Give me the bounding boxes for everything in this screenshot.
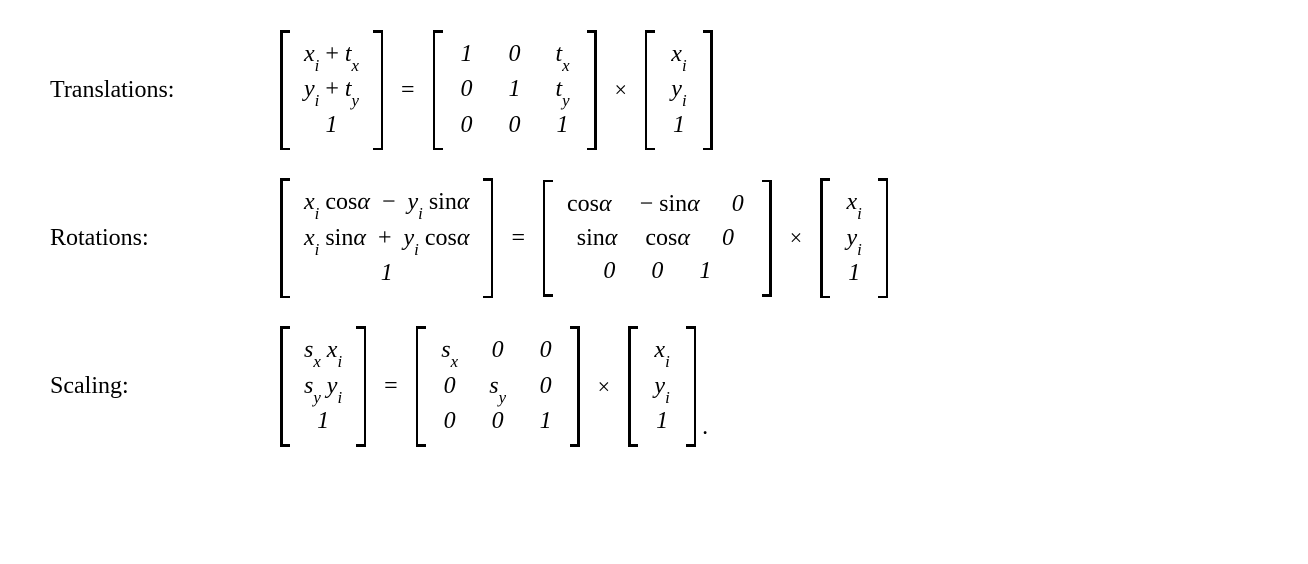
scaling-row: Scaling: sx xi sy yi 1 = sx 0 0 0 bbox=[50, 326, 1258, 446]
cell: yi bbox=[669, 73, 689, 108]
cell: 0 bbox=[457, 109, 477, 143]
cell: ty bbox=[553, 73, 573, 108]
cell: yi bbox=[844, 222, 864, 257]
equals-sign: = bbox=[397, 77, 419, 104]
cell: 1 bbox=[652, 405, 672, 439]
cell: − sinα bbox=[640, 188, 700, 222]
translations-lhs-vector: xi + tx yi + ty 1 bbox=[280, 30, 383, 150]
cell: xi bbox=[844, 186, 864, 221]
cell: cosα bbox=[567, 188, 612, 222]
cell: cosα bbox=[645, 222, 690, 256]
cell: 1 bbox=[695, 255, 715, 289]
equals-sign: = bbox=[507, 225, 529, 252]
cell: yi bbox=[652, 370, 672, 405]
cell: 1 bbox=[536, 405, 556, 439]
cell: 1 bbox=[844, 257, 864, 291]
cell: sy bbox=[488, 370, 508, 405]
cell: xi + tx bbox=[304, 38, 359, 73]
translations-rhs-vector: xi yi 1 bbox=[645, 30, 713, 150]
trailing-period: . bbox=[702, 414, 708, 441]
cell: tx bbox=[553, 38, 573, 73]
cell: 0 bbox=[728, 188, 748, 222]
rotations-lhs-vector: xi cosα − yi sinα xi sinα + yi cosα 1 bbox=[280, 178, 493, 298]
times-sign: × bbox=[611, 77, 631, 103]
translations-equation: xi + tx yi + ty 1 = 1 0 tx bbox=[280, 30, 713, 150]
scaling-label: Scaling: bbox=[50, 373, 280, 400]
cell: 1 bbox=[669, 109, 689, 143]
cell: 0 bbox=[536, 334, 556, 369]
cell: 0 bbox=[440, 370, 460, 405]
translations-label: Translations: bbox=[50, 77, 280, 104]
times-sign: × bbox=[594, 374, 614, 400]
rotations-rhs-vector: xi yi 1 bbox=[820, 178, 888, 298]
cell: 1 bbox=[377, 257, 397, 291]
cell: sx bbox=[440, 334, 460, 369]
cell: xi bbox=[652, 334, 672, 369]
rotations-row: Rotations: xi cosα − yi sinα xi sinα + y… bbox=[50, 178, 1258, 298]
cell: 1 bbox=[322, 109, 342, 143]
cell: 1 bbox=[457, 38, 477, 73]
cell: 0 bbox=[488, 334, 508, 369]
scaling-equation: sx xi sy yi 1 = sx 0 0 0 sy 0 bbox=[280, 326, 708, 446]
cell: sinα bbox=[577, 222, 618, 256]
cell: 0 bbox=[488, 405, 508, 439]
cell: 0 bbox=[505, 109, 525, 143]
cell: 0 bbox=[457, 73, 477, 108]
rotations-matrix: cosα − sinα 0 sinα cosα 0 0 0 1 bbox=[543, 180, 772, 297]
scaling-matrix: sx 0 0 0 sy 0 0 0 1 bbox=[416, 326, 580, 446]
cell: sy yi bbox=[304, 370, 342, 405]
equals-sign: = bbox=[380, 373, 402, 400]
cell: xi cosα − yi sinα bbox=[304, 186, 469, 221]
cell: 0 bbox=[718, 222, 738, 256]
cell: xi sinα + yi cosα bbox=[304, 222, 469, 257]
translations-row: Translations: xi + tx yi + ty 1 = bbox=[50, 30, 1258, 150]
cell: 0 bbox=[440, 405, 460, 439]
rotations-equation: xi cosα − yi sinα xi sinα + yi cosα 1 = … bbox=[280, 178, 888, 298]
cell: sx xi bbox=[304, 334, 342, 369]
cell: yi + ty bbox=[304, 73, 359, 108]
cell: xi bbox=[669, 38, 689, 73]
cell: 0 bbox=[536, 370, 556, 405]
cell: 0 bbox=[647, 255, 667, 289]
scaling-rhs-vector: xi yi 1 bbox=[628, 326, 696, 446]
cell: 1 bbox=[505, 73, 525, 108]
cell: 0 bbox=[599, 255, 619, 289]
scaling-lhs-vector: sx xi sy yi 1 bbox=[280, 326, 366, 446]
cell: 0 bbox=[505, 38, 525, 73]
rotations-label: Rotations: bbox=[50, 225, 280, 252]
times-sign: × bbox=[786, 225, 806, 251]
translations-matrix: 1 0 tx 0 1 ty 0 0 1 bbox=[433, 30, 597, 150]
cell: 1 bbox=[313, 405, 333, 439]
cell: 1 bbox=[553, 109, 573, 143]
